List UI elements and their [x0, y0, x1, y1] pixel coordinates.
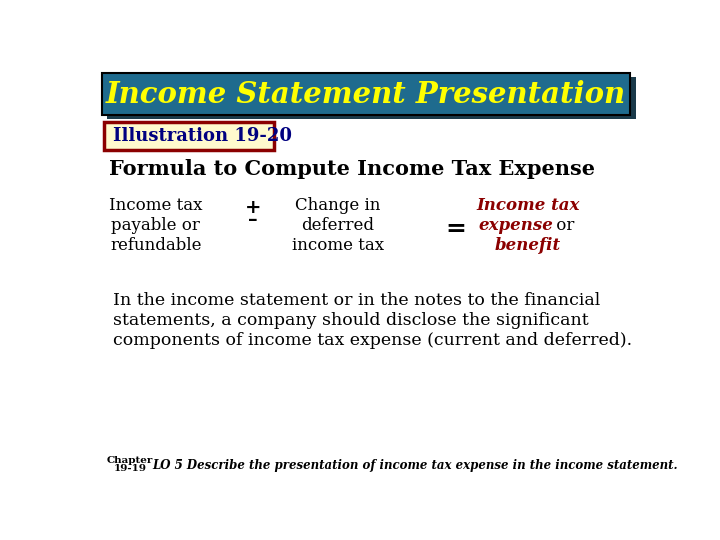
- Text: –: –: [248, 211, 258, 230]
- Text: LO 5 Describe the presentation of income tax expense in the income statement.: LO 5 Describe the presentation of income…: [152, 459, 678, 472]
- Text: Formula to Compute Income Tax Expense: Formula to Compute Income Tax Expense: [109, 159, 595, 179]
- Text: refundable: refundable: [110, 237, 202, 254]
- Text: components of income tax expense (current and deferred).: components of income tax expense (curren…: [113, 332, 632, 349]
- Text: Income tax: Income tax: [476, 197, 580, 214]
- Text: =: =: [446, 217, 467, 241]
- FancyBboxPatch shape: [102, 73, 630, 115]
- FancyBboxPatch shape: [107, 77, 636, 119]
- Text: +: +: [245, 199, 261, 217]
- Text: Income Statement Presentation: Income Statement Presentation: [106, 80, 626, 109]
- Text: In the income statement or in the notes to the financial: In the income statement or in the notes …: [113, 292, 600, 309]
- Text: Illustration 19-20: Illustration 19-20: [113, 127, 292, 145]
- Text: Change in: Change in: [295, 197, 381, 214]
- Text: payable or: payable or: [112, 217, 200, 234]
- Text: benefit: benefit: [495, 237, 561, 254]
- Text: deferred: deferred: [302, 217, 374, 234]
- Text: Chapter: Chapter: [107, 456, 153, 465]
- Text: income tax: income tax: [292, 237, 384, 254]
- Text: Income tax: Income tax: [109, 197, 202, 214]
- Text: statements, a company should disclose the significant: statements, a company should disclose th…: [113, 312, 589, 329]
- Text: expense: expense: [479, 217, 554, 234]
- Text: 19-19: 19-19: [113, 464, 146, 474]
- Text: or: or: [551, 217, 575, 234]
- FancyBboxPatch shape: [104, 122, 274, 150]
